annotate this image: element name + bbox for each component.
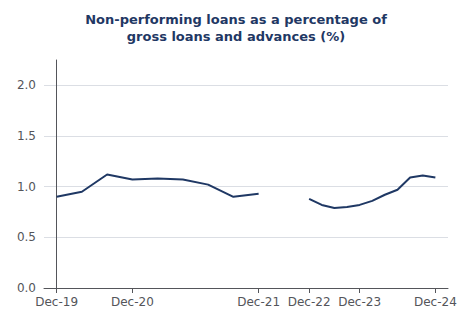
svg-text:Dec-19: Dec-19 xyxy=(35,295,78,309)
svg-text:Non-performing loans as a perc: Non-performing loans as a percentage of xyxy=(85,12,387,27)
svg-text:gross loans and advances (%): gross loans and advances (%) xyxy=(127,29,345,44)
svg-text:Dec-24: Dec-24 xyxy=(414,295,457,309)
svg-text:2.0: 2.0 xyxy=(17,78,36,92)
svg-text:1.0: 1.0 xyxy=(17,180,36,194)
svg-text:Dec-23: Dec-23 xyxy=(338,295,381,309)
svg-text:Dec-20: Dec-20 xyxy=(111,295,154,309)
svg-text:0.0: 0.0 xyxy=(17,281,36,295)
svg-text:1.5: 1.5 xyxy=(17,129,36,143)
svg-text:Dec-22: Dec-22 xyxy=(288,295,331,309)
svg-text:Dec-21: Dec-21 xyxy=(237,295,280,309)
svg-text:0.5: 0.5 xyxy=(17,230,36,244)
